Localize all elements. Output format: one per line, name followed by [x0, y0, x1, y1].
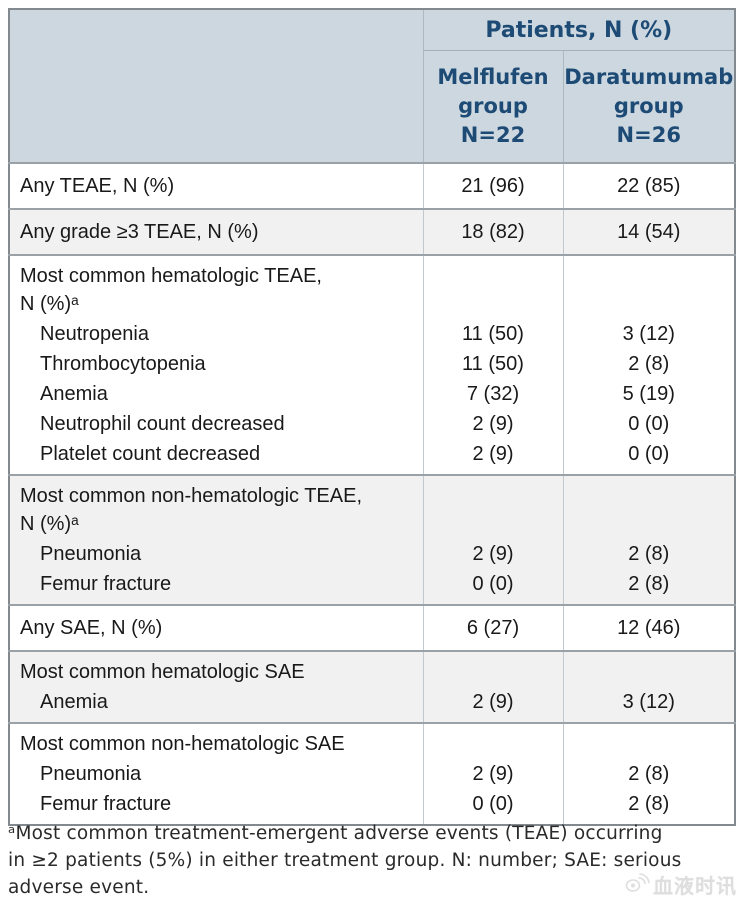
daratumumab-value: 0 (0) [562, 409, 735, 439]
section-title-row: Most common non-hematologic SAE [9, 723, 735, 759]
table-row: Platelet count decreased 2 (9) 0 (0) [9, 439, 735, 475]
melflufen-value [422, 475, 563, 539]
melflufen-value: 2 (9) [422, 539, 563, 569]
melflufen-column-header: Melflufen group N=22 [422, 50, 563, 163]
section-hematologic-teae: Most common hematologic TEAE, N (%)ᵃ Neu… [9, 255, 735, 475]
section-title: Most common non-hematologic TEAE, N (%)ᵃ [9, 475, 423, 539]
section-hematologic-sae: Most common hematologic SAE Anemia 2 (9)… [9, 651, 735, 723]
melflufen-value: 0 (0) [422, 789, 563, 825]
melflufen-value: 11 (50) [422, 319, 563, 349]
melflufen-value [422, 255, 563, 319]
row-label: Neutropenia [9, 319, 423, 349]
table-row: Any SAE, N (%) 6 (27) 12 (46) [9, 605, 735, 651]
table-footnote: ᵃMost common treatment-emergent adverse … [8, 823, 682, 898]
daratumumab-value [562, 475, 735, 539]
table-header: Patients, N (%) Melflufen group N=22 Dar… [9, 9, 735, 163]
daratumumab-value: 3 (12) [562, 687, 735, 723]
daratumumab-value: 12 (46) [562, 605, 735, 651]
row-label: Anemia [9, 687, 423, 723]
melflufen-value [422, 723, 563, 759]
daratumumab-value: 5 (19) [562, 379, 735, 409]
daratumumab-value: 2 (8) [562, 349, 735, 379]
melflufen-value: 7 (32) [422, 379, 563, 409]
daratumumab-value [562, 651, 735, 687]
section-title-row: Most common hematologic SAE [9, 651, 735, 687]
melflufen-value: 21 (96) [422, 163, 563, 209]
daratumumab-value: 2 (8) [562, 759, 735, 789]
row-label: Thrombocytopenia [9, 349, 423, 379]
table-row: Femur fracture 0 (0) 2 (8) [9, 789, 735, 825]
melflufen-value: 2 (9) [422, 759, 563, 789]
row-label: Any TEAE, N (%) [9, 163, 423, 209]
daratumumab-value: 14 (54) [562, 209, 735, 255]
table-row: Pneumonia 2 (9) 2 (8) [9, 539, 735, 569]
daratumumab-value [562, 723, 735, 759]
melflufen-value: 18 (82) [422, 209, 563, 255]
section-any-teae: Any TEAE, N (%) 21 (96) 22 (85) [9, 163, 735, 209]
header-row-patients: Patients, N (%) [9, 9, 735, 163]
section-non-hematologic-sae: Most common non-hematologic SAE Pneumoni… [9, 723, 735, 825]
table-row: Neutropenia 11 (50) 3 (12) [9, 319, 735, 349]
table-row: Anemia 2 (9) 3 (12) [9, 687, 735, 723]
melflufen-value: 0 (0) [422, 569, 563, 605]
melflufen-value: 2 (9) [422, 409, 563, 439]
section-title: Most common non-hematologic SAE [9, 723, 423, 759]
melflufen-value: 2 (9) [422, 439, 563, 475]
daratumumab-value: 2 (8) [562, 539, 735, 569]
daratumumab-value: 3 (12) [562, 319, 735, 349]
table-row: Any TEAE, N (%) 21 (96) 22 (85) [9, 163, 735, 209]
row-label: Any grade ≥3 TEAE, N (%) [9, 209, 423, 255]
table-row: Anemia 7 (32) 5 (19) [9, 379, 735, 409]
daratumumab-column-header: Daratumumab group N=26 [562, 50, 735, 163]
section-title: Most common hematologic SAE [9, 651, 423, 687]
row-label: Anemia [9, 379, 423, 409]
header-corner-cell [9, 9, 423, 163]
daratumumab-value: 2 (8) [562, 569, 735, 605]
row-label: Pneumonia [9, 539, 423, 569]
melflufen-value: 6 (27) [422, 605, 563, 651]
melflufen-value [422, 651, 563, 687]
row-label: Femur fracture [9, 569, 423, 605]
section-non-hematologic-teae: Most common non-hematologic TEAE, N (%)ᵃ… [9, 475, 735, 605]
row-label: Neutrophil count decreased [9, 409, 423, 439]
weibo-icon [623, 870, 650, 899]
row-label: Pneumonia [9, 759, 423, 789]
section-title: Most common hematologic TEAE, N (%)ᵃ [9, 255, 423, 319]
adverse-events-table: Patients, N (%) Melflufen group N=22 Dar… [8, 8, 736, 826]
section-any-grade3-teae: Any grade ≥3 TEAE, N (%) 18 (82) 14 (54) [9, 209, 735, 255]
table-row: Pneumonia 2 (9) 2 (8) [9, 759, 735, 789]
watermark: 血液时讯 [623, 870, 737, 899]
section-any-sae: Any SAE, N (%) 6 (27) 12 (46) [9, 605, 735, 651]
table-row: Any grade ≥3 TEAE, N (%) 18 (82) 14 (54) [9, 209, 735, 255]
row-label: Platelet count decreased [9, 439, 423, 475]
section-title-row: Most common hematologic TEAE, N (%)ᵃ [9, 255, 735, 319]
row-label: Femur fracture [9, 789, 423, 825]
daratumumab-value: 0 (0) [562, 439, 735, 475]
header-row-groups: Melflufen group N=22 Daratumumab group N… [9, 50, 735, 163]
patients-header: Patients, N (%) [422, 9, 735, 51]
daratumumab-value [562, 255, 735, 319]
watermark-text: 血液时讯 [653, 876, 737, 898]
row-label: Any SAE, N (%) [9, 605, 423, 651]
daratumumab-value: 22 (85) [562, 163, 735, 209]
section-title-row: Most common non-hematologic TEAE, N (%)ᵃ [9, 475, 735, 539]
table-row: Neutrophil count decreased 2 (9) 0 (0) [9, 409, 735, 439]
table-row: Femur fracture 0 (0) 2 (8) [9, 569, 735, 605]
melflufen-value: 2 (9) [422, 687, 563, 723]
table-row: Thrombocytopenia 11 (50) 2 (8) [9, 349, 735, 379]
daratumumab-value: 2 (8) [562, 789, 735, 825]
melflufen-value: 11 (50) [422, 349, 563, 379]
